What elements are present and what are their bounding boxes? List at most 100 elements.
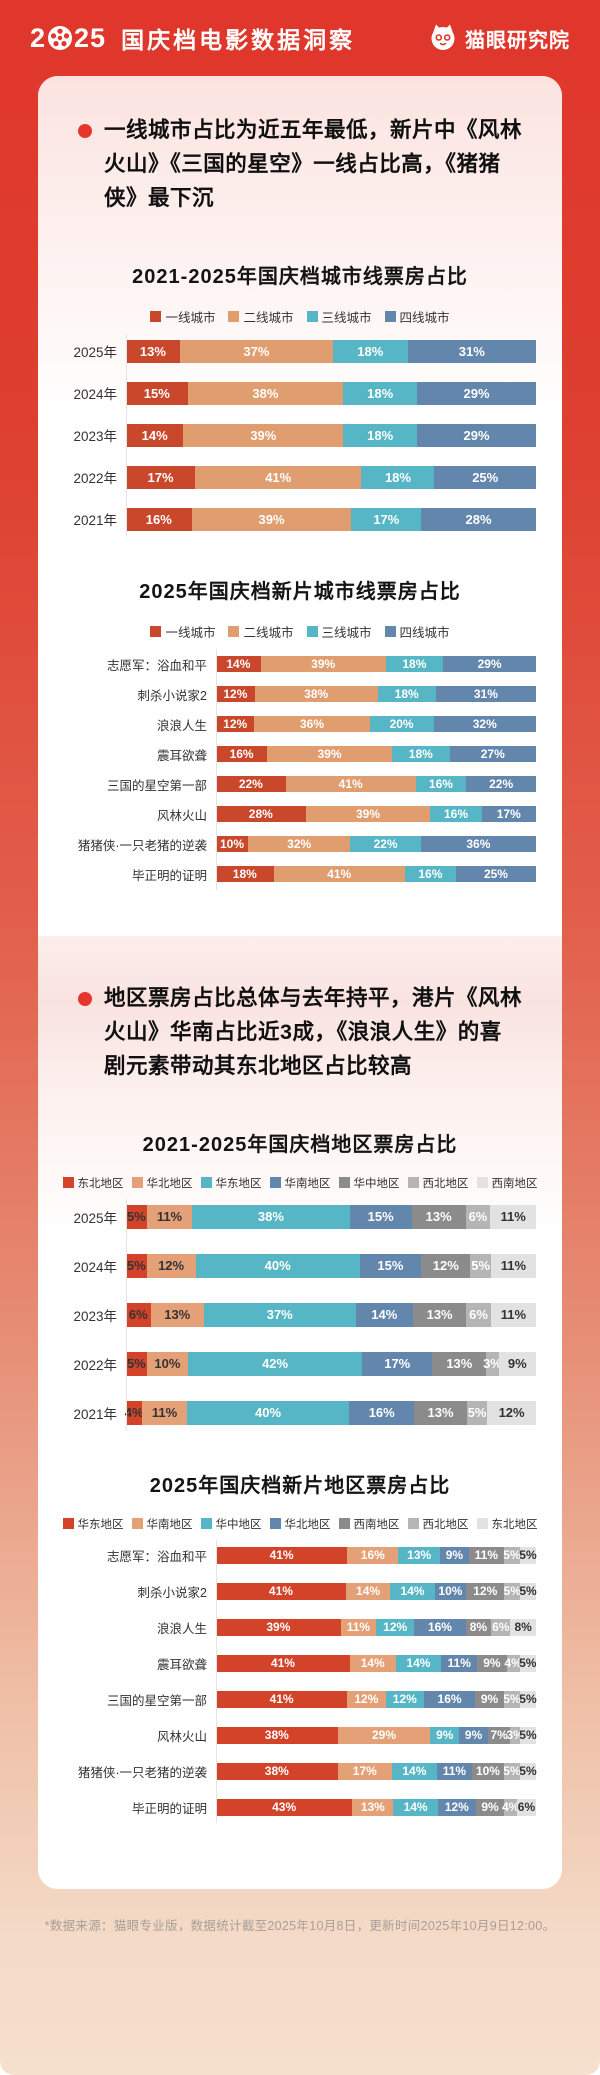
legend-item: 华东地区 (62, 1516, 124, 1532)
bar-segment: 9% (498, 1351, 536, 1376)
stacked-bar: 38% 17% 14% 11% 10% 5% 5% (216, 1762, 537, 1780)
bar-segment-value: 14% (360, 1656, 385, 1671)
bar-segment: 12% (347, 1690, 386, 1708)
bar-segment: 22% (350, 836, 421, 853)
bar-segment-value: 14% (226, 657, 251, 672)
stacked-bar: 16% 39% 17% 28% (126, 507, 536, 531)
bar-segment: 5% (519, 1762, 537, 1780)
bar-segment-value: 18% (394, 687, 419, 702)
stacked-bar: 43% 13% 14% 12% 9% 4% 6% (216, 1798, 536, 1816)
bar-segment-value: 39% (250, 427, 277, 443)
legend-swatch-icon (150, 625, 162, 637)
bar-segment: 18% (377, 686, 436, 703)
bar-segment-value: 5% (126, 1356, 146, 1372)
bar-segment-value: 9% (507, 1356, 527, 1372)
bar-segment: 22% (216, 776, 286, 793)
chart-row: 2025年 13% 37% 18% 31% (64, 339, 536, 363)
row-label: 毕正明的证明 (131, 1801, 207, 1816)
bar-segment: 29% (337, 1726, 431, 1744)
chart-row: 志愿军：浴血和平 14% 39% 18% 29% (64, 655, 536, 674)
bar-segment: 37% (203, 1302, 356, 1327)
bar-segment: 13% (414, 1400, 467, 1425)
bar-segment: 16% (414, 1618, 466, 1636)
bar-segment-value: 29% (477, 657, 502, 672)
bar-segment-value: 11% (500, 1209, 526, 1225)
bar-segment-value: 16% (229, 747, 254, 762)
insight-bullet-2: 地区票房占比总体与去年持平，港片《风林火山》华南占比近3成，《浪浪人生》的喜剧元… (64, 982, 536, 1084)
legend-swatch-icon (338, 1177, 350, 1189)
bar-segment-value: 12% (498, 1405, 525, 1421)
chart-row: 刺杀小说家2 12% 38% 18% 31% (64, 685, 536, 704)
chart-row: 2024年 15% 38% 18% 29% (64, 381, 536, 405)
bar-segment-value: 37% (243, 343, 270, 359)
bar-segment-value: 14% (371, 1307, 398, 1323)
legend-item: 一线城市 (150, 622, 215, 641)
bar-segment: 11% (490, 1302, 536, 1327)
bar-segment-value: 17% (384, 1356, 411, 1372)
brand-logo: 猫眼研究院 (428, 23, 570, 53)
legend-swatch-icon (384, 625, 396, 637)
legend-swatch-icon (62, 1518, 74, 1530)
chart-row: 2024年 5% 12% 40% 15% 12% 5% 11% (64, 1253, 536, 1278)
legend-label: 四线城市 (399, 310, 450, 325)
bar-segment: 6% (126, 1302, 151, 1327)
stacked-bar: 22% 41% 16% 22% (216, 776, 536, 793)
stacked-bar: 16% 39% 18% 27% (216, 746, 536, 763)
bar-segment-value: 36% (466, 837, 491, 852)
row-label: 志愿军：浴血和平 (106, 658, 207, 673)
legend-item: 西南地区 (338, 1516, 400, 1532)
bar-segment: 11% (490, 1204, 536, 1229)
bar-segment: 11% (340, 1618, 376, 1636)
stacked-bar: 13% 37% 18% 31% (126, 339, 536, 363)
cat-logo-icon (431, 24, 455, 50)
bar-segment: 16% (415, 776, 467, 793)
bar-segment: 9% (475, 1690, 504, 1708)
chart-row: 风林火山 38% 29% 9% 9% 7% 3% 5% (64, 1726, 537, 1745)
bar-segment: 9% (475, 1798, 505, 1816)
bar-segment: 28% (216, 806, 306, 823)
bar-segment: 13% (432, 1351, 487, 1376)
legend-item: 西北地区 (407, 1516, 469, 1532)
bar-segment: 5% (503, 1762, 521, 1780)
bar-segment-value: 7% (490, 1728, 508, 1743)
bar-segment-value: 8% (514, 1620, 532, 1635)
axis-line (216, 1539, 217, 1823)
bar-segment: 12% (437, 1798, 476, 1816)
row-label: 刺杀小说家2 (137, 1585, 207, 1600)
page-header: 2 25 国庆档电影数据洞察 猫眼研究院 (0, 0, 600, 76)
stacked-bar: 18% 41% 16% 25% (216, 866, 536, 883)
bar-segment: 39% (216, 1618, 341, 1636)
bar-segment: 14% (216, 656, 261, 673)
chart-row: 猪猪侠·一只老猪的逆袭 10% 32% 22% 36% (64, 835, 536, 854)
bar-segment: 32% (248, 836, 351, 853)
bar-segment-value: 40% (255, 1405, 282, 1421)
bar-segment-value: 38% (264, 1728, 289, 1743)
bar-segment-value: 12% (444, 1800, 469, 1815)
bar-segment-value: 17% (352, 1764, 377, 1779)
bar-segment-value: 10% (475, 1764, 500, 1779)
bar-segment: 6% (516, 1798, 536, 1816)
bar-segment-value: 39% (311, 657, 336, 672)
row-label: 2021年 (73, 513, 117, 529)
bar-segment-value: 16% (428, 777, 453, 792)
bar-segment: 5% (503, 1690, 521, 1708)
bar-segment: 7% (487, 1726, 511, 1744)
bar-segment-value: 15% (143, 385, 170, 401)
bar-segment: 8% (465, 1618, 492, 1636)
legend-label: 华北地区 (146, 1177, 193, 1190)
bar-segment-value: 25% (483, 867, 508, 882)
bar-segment-value: 32% (472, 717, 497, 732)
bar-segment-value: 4% (504, 1656, 522, 1671)
chart-legend: 一线城市 二线城市 三线城市 四线城市 (64, 307, 536, 326)
legend-label: 华东地区 (77, 1518, 124, 1531)
bar-segment: 40% (186, 1400, 350, 1425)
bar-segment-value: 41% (268, 1584, 293, 1599)
legend-swatch-icon (306, 310, 318, 322)
chart-row: 三国的星空第一部 41% 12% 12% 16% 9% 5% 5% (64, 1690, 537, 1709)
bar-segment: 10% (434, 1582, 467, 1600)
bar-segment-value: 12% (158, 1258, 185, 1274)
legend-label: 华北地区 (284, 1518, 331, 1531)
bar-segment: 42% (188, 1351, 363, 1376)
legend-swatch-icon (407, 1177, 419, 1189)
bar-segment-value: 6% (517, 1800, 536, 1815)
